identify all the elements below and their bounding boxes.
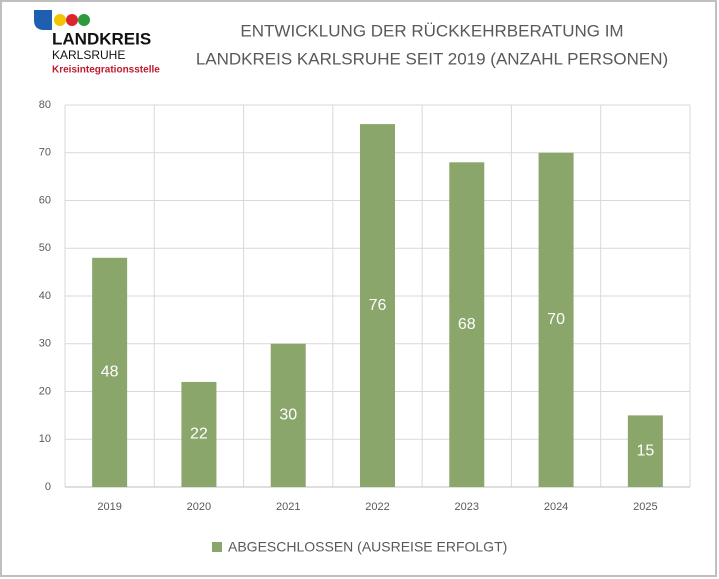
legend-swatch <box>212 542 222 552</box>
x-tick-label: 2019 <box>97 501 121 513</box>
chart-title: LANDKREIS KARLSRUHE SEIT 2019 (ANZAHL PE… <box>196 49 668 68</box>
x-tick-label: 2023 <box>455 501 479 513</box>
y-tick-label: 70 <box>39 147 51 159</box>
data-label: 76 <box>369 297 387 314</box>
y-tick-label: 30 <box>39 338 51 350</box>
bar <box>538 152 574 487</box>
logo-unit: Kreisintegrationsstelle <box>52 65 160 76</box>
data-label: 22 <box>190 426 208 443</box>
y-tick-label: 10 <box>39 433 51 445</box>
logo-dot <box>66 14 78 26</box>
logo-region: KARLSRUHE <box>52 48 125 62</box>
logo: LANDKREIS KARLSRUHE Kreisintegrationsste… <box>34 10 160 76</box>
x-tick-label: 2020 <box>187 501 211 513</box>
chart-title: ENTWICKLUNG DER RÜCKKEHRBERATUNG IM <box>240 21 623 40</box>
x-tick-label: 2022 <box>365 501 389 513</box>
logo-shape <box>34 10 52 30</box>
bar <box>181 381 217 487</box>
y-tick-label: 60 <box>39 194 51 206</box>
bar <box>360 124 395 487</box>
logo-name: LANDKREIS <box>52 29 151 48</box>
bar <box>449 162 485 488</box>
data-label: 15 <box>636 442 654 459</box>
data-label: 68 <box>458 316 476 333</box>
bar <box>92 257 128 487</box>
y-tick-label: 40 <box>39 290 51 302</box>
logo-dot <box>78 14 90 26</box>
logo-dot <box>54 14 66 26</box>
data-label: 30 <box>279 407 297 424</box>
y-tick-label: 0 <box>45 481 51 493</box>
y-tick-label: 80 <box>39 99 51 111</box>
legend-label: ABGESCHLOSSEN (AUSREISE ERFOLGT) <box>228 539 507 555</box>
bar <box>627 415 663 487</box>
x-tick-label: 2025 <box>633 501 657 513</box>
x-tick-label: 2021 <box>276 501 300 513</box>
data-label: 48 <box>101 364 119 381</box>
x-tick-label: 2024 <box>544 501 568 513</box>
bar <box>270 343 306 487</box>
y-tick-label: 20 <box>39 385 51 397</box>
data-label: 70 <box>547 311 565 328</box>
y-tick-label: 50 <box>39 242 51 254</box>
